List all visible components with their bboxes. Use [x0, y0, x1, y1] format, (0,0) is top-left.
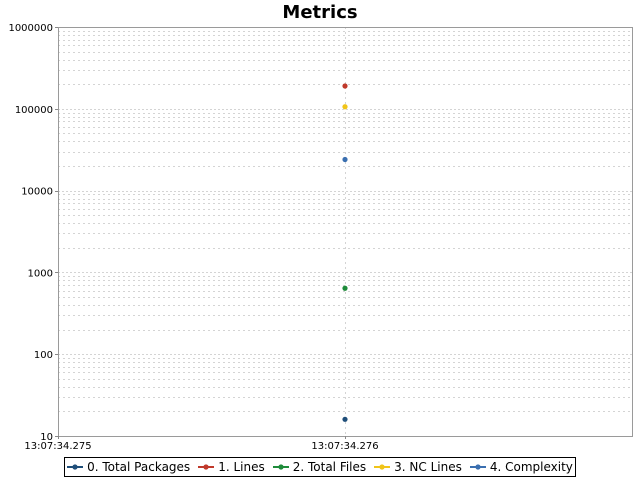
grid [58, 27, 632, 437]
y-tick-label: 1000 [28, 268, 53, 279]
legend-label: 1. Lines [218, 460, 265, 474]
data-point-series-4 [342, 156, 348, 163]
legend-item: 3. NC Lines [374, 460, 462, 474]
x-tick-label: 13:07:34.276 [311, 441, 378, 452]
y-tick-label: 100000 [15, 105, 53, 116]
legend-swatch [198, 462, 215, 472]
legend-label: 3. NC Lines [394, 460, 462, 474]
y-tick-label: 10000 [21, 187, 53, 198]
legend-swatch [272, 462, 289, 472]
legend-label: 0. Total Packages [87, 460, 191, 474]
legend-label: 2. Total Files [292, 460, 367, 474]
legend-label: 4. Complexity [489, 460, 573, 474]
y-tick-label: 100 [34, 350, 53, 361]
legend-item: 1. Lines [198, 460, 265, 474]
legend-item: 0. Total Packages [67, 460, 190, 474]
data-point-series-3 [342, 104, 348, 110]
legend-swatch [374, 462, 391, 472]
y-tick-label: 10 [40, 432, 53, 443]
data-point-series-0 [342, 416, 348, 422]
y-tick-label: 1000000 [8, 23, 53, 34]
x-tick-label: 13:07:34.275 [24, 441, 91, 452]
data-points [342, 83, 348, 422]
axes: 10 100 1000 10000 100000 1000000 13:07:34.275 1… [8, 23, 378, 452]
legend-swatch [469, 462, 486, 472]
legend-item: 4. Complexity [469, 460, 573, 474]
legend: 0. Total Packages 1. Lines 2. Total Files 3… [64, 457, 576, 477]
chart-title: Metrics [282, 2, 358, 23]
legend-item: 2. Total Files [272, 460, 367, 474]
data-point-series-1 [342, 83, 348, 89]
data-point-series-2 [342, 285, 348, 291]
legend-swatch [67, 462, 84, 472]
